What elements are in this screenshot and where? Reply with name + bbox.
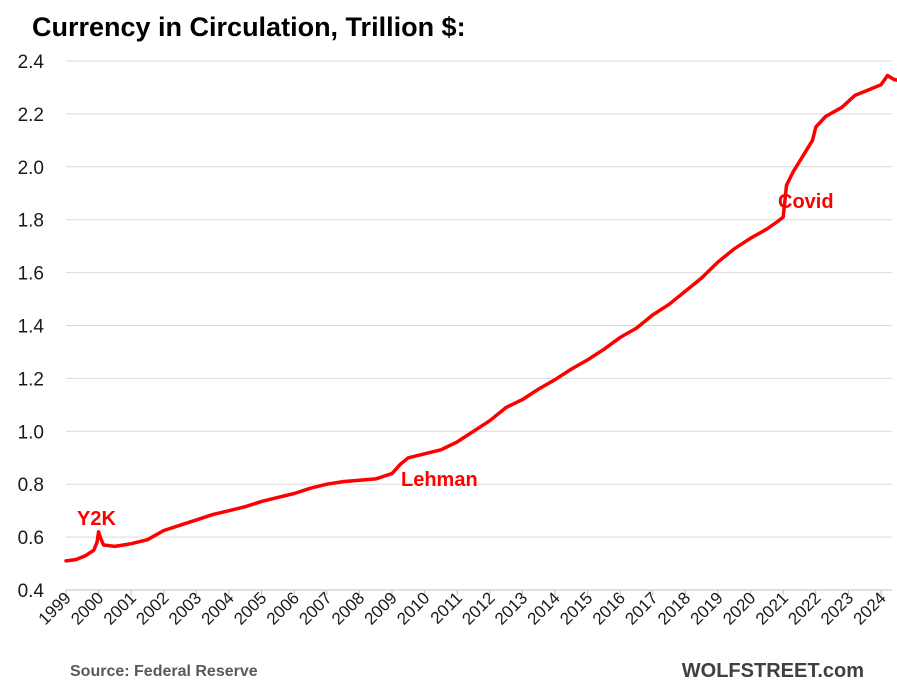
y-tick-label: 2.2: [18, 105, 44, 126]
x-tick-label: 2024: [850, 588, 890, 628]
x-tick-label: 2003: [165, 588, 205, 628]
x-tick-label: 2000: [67, 588, 107, 628]
x-tick-label: 2012: [458, 588, 498, 628]
y-tick-label: 1.6: [18, 264, 44, 285]
x-tick-label: 2015: [556, 588, 596, 628]
x-tick-label: 2019: [687, 588, 727, 628]
annotation-y2k: Y2K: [77, 508, 116, 530]
x-tick-label: 2009: [361, 588, 401, 628]
x-tick-label: 2001: [100, 588, 140, 628]
x-tick-label: 2020: [719, 588, 759, 628]
x-tick-label: 2007: [295, 588, 335, 628]
y-tick-label: 0.6: [18, 528, 44, 549]
y-tick-label: 0.8: [18, 475, 44, 496]
series-line-currency-in-circulation: [64, 73, 897, 563]
x-tick-label: 2004: [198, 588, 238, 628]
y-tick-label: 0.4: [18, 581, 45, 602]
x-tick-label: 2006: [263, 588, 303, 628]
x-tick-label: 2017: [621, 588, 661, 628]
x-tick-label: 2014: [524, 588, 564, 628]
source-note: Source: Federal Reserve: [70, 663, 258, 680]
y-axis-ticks: 0.4 0.6 0.8 1.0 1.2 1.4 1.6 1.8 2.0 2.2 2.4: [18, 52, 45, 602]
y-tick-label: 1.8: [18, 211, 44, 232]
x-axis-ticks: 1999200020012002200320042005200620072008…: [35, 588, 890, 628]
x-tick-label: 2008: [328, 588, 368, 628]
x-tick-label: 2022: [784, 588, 824, 628]
y-tick-label: 1.0: [18, 422, 44, 443]
x-tick-label: 2023: [817, 588, 857, 628]
x-tick-label: 2010: [393, 588, 433, 628]
y-tick-label: 2.4: [18, 52, 45, 73]
chart-title: Currency in Circulation, Trillion $:: [32, 12, 466, 42]
brand-watermark: WOLFSTREET.com: [682, 660, 864, 682]
y-tick-label: 2.0: [18, 158, 44, 179]
annotation-lehman: Lehman: [401, 469, 478, 491]
x-tick-label: 2021: [752, 588, 792, 628]
x-tick-label: 2013: [491, 588, 531, 628]
y-tick-label: 1.4: [18, 317, 45, 338]
x-tick-label: 2002: [132, 588, 172, 628]
gridlines: [66, 60, 892, 538]
annotation-covid: Covid: [778, 191, 834, 213]
x-tick-label: 2011: [427, 588, 466, 627]
x-tick-label: 2016: [589, 588, 629, 628]
y-tick-label: 1.2: [18, 369, 44, 390]
x-tick-label: 2005: [230, 588, 270, 628]
x-tick-label: 2018: [654, 588, 694, 628]
